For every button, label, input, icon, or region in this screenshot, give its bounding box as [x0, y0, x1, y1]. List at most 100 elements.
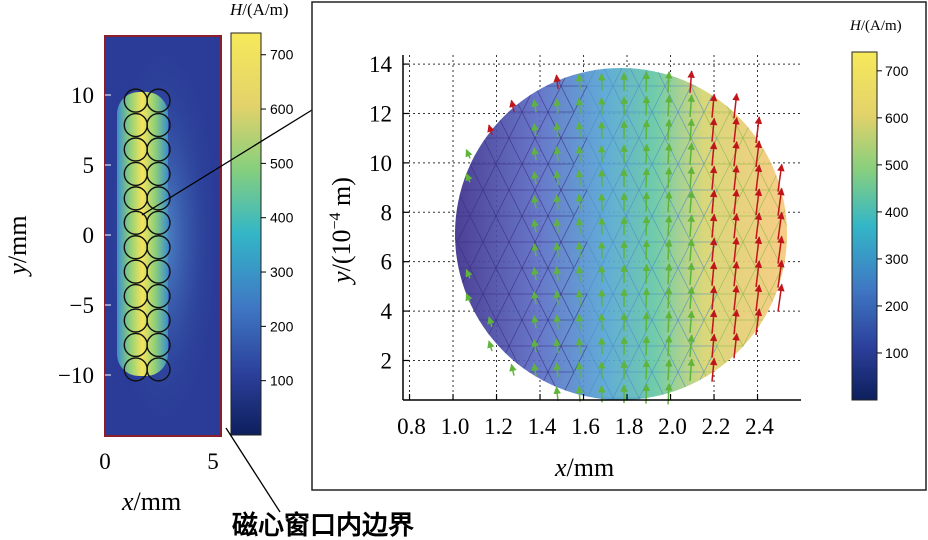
field-arrow [553, 98, 561, 114]
left-colorbar-tick-label: 700 [270, 47, 294, 63]
conductor-circles [123, 88, 171, 382]
right-colorbar-tick-label: 300 [885, 251, 909, 267]
field-arrow [642, 311, 651, 332]
mesh-triangle [495, 215, 523, 243]
field-arrow [531, 314, 539, 329]
field-arrow [553, 290, 561, 306]
field-arrow [665, 70, 673, 93]
mesh-triangle [690, 137, 718, 165]
mesh-triangle [651, 267, 679, 295]
right-y-tick-label: 14 [369, 52, 393, 77]
conductor-circle [146, 235, 171, 260]
field-arrow [531, 194, 539, 209]
field-arrow [531, 362, 539, 377]
mesh-triangle [482, 241, 510, 269]
field-arrow [709, 165, 718, 190]
field-arrow [509, 363, 517, 376]
field-arrow [487, 316, 495, 328]
field-arrow [665, 142, 673, 165]
mesh-triangle [716, 241, 744, 269]
field-arrow [709, 309, 718, 334]
mesh-triangle [612, 345, 640, 373]
field-arrow [732, 92, 740, 119]
mesh-triangle [547, 319, 575, 347]
field-arrow [575, 121, 584, 138]
right-colorbar [851, 51, 878, 401]
right-x-tick-label: 1.6 [571, 414, 600, 439]
field-arrow [553, 218, 561, 234]
mesh-triangle [455, 215, 471, 243]
mesh-triangle [469, 163, 497, 191]
mesh-triangle [469, 215, 497, 243]
left-x-axis-label: x/mm [121, 487, 181, 516]
field-arrow [553, 314, 561, 330]
mesh-triangle [586, 189, 614, 217]
field-arrow [732, 308, 740, 335]
conductor-circle [146, 308, 171, 333]
field-arrow [531, 218, 539, 233]
conductor-circle [146, 112, 171, 138]
right-y-tick-label: 2 [381, 348, 393, 373]
mesh-triangle [586, 397, 614, 400]
mesh-triangle [508, 241, 536, 269]
left-colorbar-tick-label: 600 [270, 101, 294, 117]
mesh-triangle [690, 189, 718, 217]
field-arrow [709, 333, 718, 358]
mesh-triangle [508, 345, 536, 373]
conductor-circle [146, 332, 171, 358]
field-arrow [575, 289, 584, 306]
left-colorbar-label: H/(A/m) [229, 0, 289, 19]
right-y-tick-label: 12 [369, 101, 392, 126]
mesh-triangle [755, 163, 783, 191]
field-arrow [553, 146, 561, 162]
field-arrow [575, 385, 584, 402]
mesh-triangle [664, 189, 692, 217]
field-arrow [487, 340, 495, 352]
field-arrow [575, 313, 584, 330]
field-arrow [642, 95, 651, 116]
mesh-triangle [534, 293, 562, 321]
mesh-triangle [586, 85, 614, 113]
field-arrow [732, 236, 740, 263]
field-arrow [575, 361, 584, 378]
left-x-tick-label: 5 [207, 449, 219, 474]
field-arrow [642, 215, 651, 236]
right-panel: 0.8 1.0 1.2 1.4 1.6 1.8 2.0 2.2 2.4 14 12 10 8 6 4 2 10… [311, 1, 927, 491]
field-arrow [553, 122, 561, 138]
left-y-tick-label: 0 [83, 223, 95, 248]
mesh-triangle [729, 215, 757, 243]
mesh-triangle [664, 137, 692, 165]
field-arrow [709, 237, 718, 262]
mesh-triangle [612, 189, 640, 217]
field-arrow [754, 236, 763, 264]
field-arrow [732, 332, 740, 359]
mesh-triangle [638, 189, 666, 217]
field-arrow [642, 263, 651, 284]
mesh-triangle [547, 371, 575, 399]
mesh-triangle [729, 267, 757, 295]
field-arrow [553, 338, 561, 354]
field-arrow [531, 98, 539, 113]
field-arrow [531, 170, 539, 185]
right-x-tick-label: 1.4 [528, 414, 557, 439]
field-arrow [687, 142, 695, 166]
field-arrow [732, 140, 740, 167]
mesh-triangle [573, 319, 601, 347]
mesh-triangle [612, 397, 640, 400]
field-arrow [642, 71, 651, 92]
zoom-connector-top [141, 109, 313, 216]
field-arrow [665, 262, 673, 285]
mesh-triangle [612, 85, 640, 113]
right-y-tick-label: 4 [381, 299, 393, 324]
left-axis-ticks: 10 5 0 −5 −10 0 5 [58, 83, 219, 474]
field-arrow [553, 242, 561, 258]
right-colorbar-tick-label: 100 [885, 345, 909, 361]
mesh-triangle [729, 163, 757, 191]
right-x-tick-label: 1.2 [484, 414, 513, 439]
field-arrow [553, 386, 561, 402]
mesh-triangle [547, 267, 575, 295]
left-panel: 10 5 0 −5 −10 0 5 100 200 300 400 500 600 700 H/(A/m… [3, 0, 294, 516]
mesh-triangle [703, 163, 731, 191]
mesh-triangle [716, 293, 744, 321]
mesh-triangle [547, 215, 575, 243]
